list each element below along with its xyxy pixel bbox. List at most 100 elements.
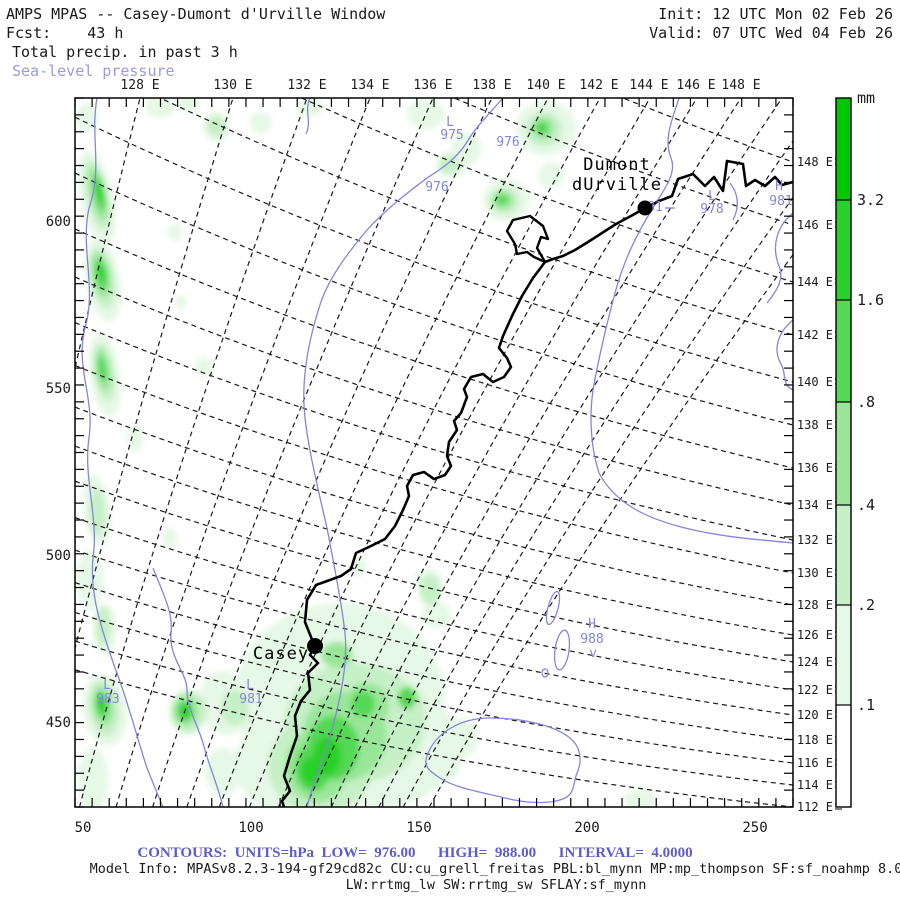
pressure-value-label: H — [775, 179, 783, 194]
pressure-value-label: 981 — [769, 194, 792, 209]
meridian-line — [277, 98, 651, 807]
precip-blob — [496, 195, 508, 205]
parallel-line — [75, 445, 793, 636]
right-axis-label: 128 E — [797, 598, 833, 612]
isobar-line — [152, 567, 224, 807]
parallel-line — [75, 640, 793, 786]
meridian-line — [305, 98, 698, 807]
right-axis-label: 126 E — [797, 628, 833, 642]
colorbar-border — [835, 97, 852, 808]
precip-blob — [538, 162, 564, 188]
parallel-line — [75, 549, 793, 716]
isobar-line — [303, 98, 504, 807]
top-axis-label: 132 E — [287, 78, 326, 93]
precip-blob — [297, 98, 323, 116]
top-axis-label: 130 E — [213, 78, 252, 93]
sea-level-pressure-contours — [81, 98, 793, 807]
meridian-line — [218, 98, 549, 807]
parallel-line — [75, 480, 793, 663]
precip-blob — [250, 112, 272, 134]
meridian-line — [115, 98, 371, 807]
coastline-loop — [505, 214, 550, 264]
right-axis-label: 136 E — [797, 461, 833, 475]
station-label: dUrville — [572, 175, 662, 195]
right-axis-label: 118 E — [797, 733, 833, 747]
top-axis-label: 146 E — [676, 78, 715, 93]
right-axis-label: 116 E — [797, 756, 833, 770]
pressure-value-label: L — [103, 678, 111, 693]
right-axis-label: 134 E — [797, 498, 833, 512]
colorbar-segment — [836, 505, 851, 605]
precip-blob — [539, 125, 545, 131]
precip-blob — [77, 550, 103, 610]
pressure-value-label: L — [708, 189, 716, 204]
colorbar-segment — [836, 402, 851, 505]
isobar-line — [776, 319, 793, 391]
top-axis-label: 144 E — [629, 78, 668, 93]
precip-blob — [89, 488, 105, 536]
top-axis-label: 142 E — [579, 78, 618, 93]
meridian-line — [75, 98, 76, 101]
right-axis-label: 132 E — [797, 533, 833, 547]
precip-blob — [97, 356, 107, 382]
top-axis-label: 136 E — [413, 78, 452, 93]
field-name: Total precip. in past 3 h — [12, 43, 238, 61]
precip-blob — [624, 789, 656, 807]
meridian-line — [330, 98, 742, 807]
left-axis-label: 600 — [46, 214, 71, 230]
top-axis-label: 138 E — [472, 78, 511, 93]
precip-blob — [96, 181, 104, 203]
right-axis-label: 124 E — [797, 655, 833, 669]
right-axis-label: 114 E — [797, 778, 833, 792]
station-label: Dumont — [583, 155, 650, 175]
parallel-line — [75, 364, 793, 574]
pressure-value-label: 988 — [580, 632, 603, 647]
precip-blob — [421, 602, 451, 628]
isobar-line — [590, 98, 793, 544]
colorbar-segment — [836, 705, 851, 807]
precip-blob — [97, 264, 105, 282]
colorbar-tick-label: .8 — [857, 393, 875, 411]
precip-blob — [168, 223, 182, 241]
pressure-value-label: H — [588, 617, 596, 632]
precip-blob — [407, 99, 445, 129]
pressure-value-label: 976 — [425, 180, 448, 195]
map-frame: 128 E 130 E 132 E 134 E 136 E 138 E 140 E 142 E… — [46, 78, 842, 836]
top-axis-label: 128 E — [120, 78, 159, 93]
precip-blob — [175, 295, 187, 309]
meridian-line — [186, 98, 493, 807]
isobar-closed-contour — [553, 629, 571, 671]
contour-info-line: CONTOURS: UNITS=hPa LOW= 976.00 HIGH= 98… — [137, 845, 693, 861]
model-info-line1: Model Info: MPASv8.2.3-194-gf29cd82c CU:… — [89, 861, 900, 877]
right-axis-label: 112 E — [797, 800, 833, 814]
meridian-line — [78, 98, 308, 807]
model-info-line2: LW:rrtmg_lw SW:rrtmg_sw SFLAY:sf_mynn — [345, 877, 647, 893]
parallel-line — [75, 228, 793, 469]
meridian-line — [402, 196, 793, 807]
parallel-line — [75, 406, 793, 606]
precip-blob — [127, 424, 143, 452]
precip-blob — [419, 575, 441, 605]
colorbar-unit-label: mm — [857, 89, 875, 107]
right-axis-label: 144 E — [797, 275, 833, 289]
left-axis-label: 450 — [46, 715, 71, 731]
plot-title: AMPS MPAS -- Casey-Dumont d'Urville Wind… — [6, 5, 386, 23]
precip-blob — [321, 642, 353, 668]
precip-blob — [163, 528, 177, 548]
parallel-line — [452, 98, 793, 226]
isobar-line — [425, 717, 581, 804]
right-axis-label: 120 E — [797, 708, 833, 722]
bottom-axis-label: 150 — [406, 820, 431, 836]
parallel-line — [75, 116, 793, 383]
isobar-line — [729, 182, 738, 221]
left-axis-label: 550 — [46, 381, 71, 397]
pressure-value-label: 975 — [440, 128, 463, 143]
isobar-closed-contour — [545, 590, 561, 626]
bottom-axis-label: 250 — [742, 820, 767, 836]
parallel-line — [75, 276, 793, 506]
precip-blob — [439, 156, 459, 174]
pressure-value-label: 976 — [496, 135, 519, 150]
colorbar: mm 3.2 1.6 .8 .4 .2 .1 — [835, 89, 884, 808]
